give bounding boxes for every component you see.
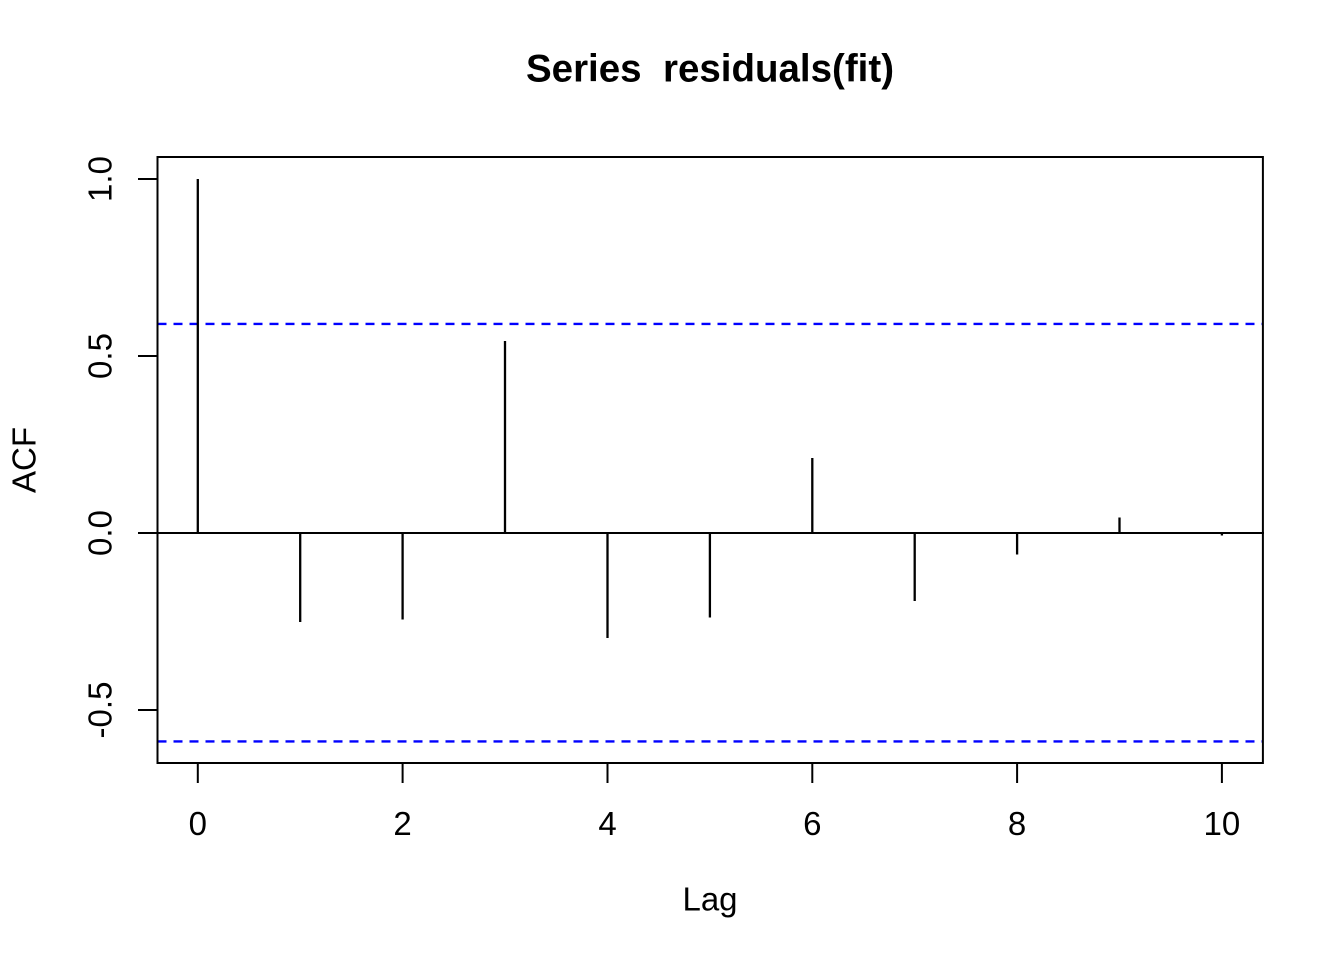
svg-text:6: 6 <box>803 805 821 842</box>
svg-text:0.0: 0.0 <box>82 510 119 556</box>
svg-text:1.0: 1.0 <box>82 156 119 202</box>
svg-text:Series residuals(fit): Series residuals(fit) <box>526 48 894 91</box>
svg-text:8: 8 <box>1008 805 1026 842</box>
svg-text:Lag: Lag <box>682 881 737 918</box>
svg-text:0: 0 <box>189 805 207 842</box>
svg-text:0.5: 0.5 <box>82 333 119 379</box>
svg-text:ACF: ACF <box>5 427 42 493</box>
svg-text:10: 10 <box>1204 805 1241 842</box>
svg-text:4: 4 <box>598 805 616 842</box>
svg-text:-0.5: -0.5 <box>82 682 119 739</box>
svg-text:2: 2 <box>393 805 411 842</box>
